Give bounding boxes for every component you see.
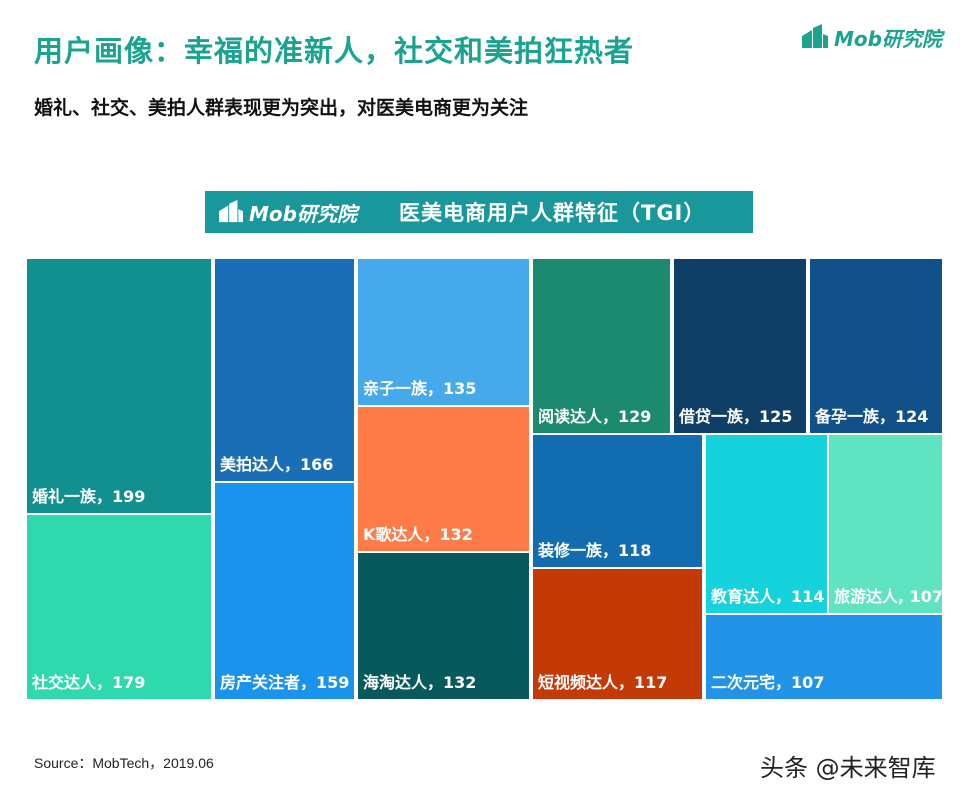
treemap-cell-label: 教育达人，114 (711, 587, 824, 606)
treemap-cell-label: 阅读达人，129 (538, 407, 651, 426)
treemap-cell-label: 房产关注者，159 (220, 673, 349, 692)
treemap-cell-label: 旅游达人, 107 (834, 587, 943, 606)
treemap-cell (531, 433, 704, 569)
treemap-cell-label: 婚礼一族，199 (32, 487, 145, 506)
treemap-cell (672, 257, 808, 435)
banner-logo: Mob研究院 (217, 198, 387, 227)
treemap-cell-label: 借贷一族，125 (678, 407, 792, 426)
treemap-cell (827, 433, 944, 615)
treemap-cell-label: K歌达人，132 (363, 525, 473, 544)
treemap-cell (704, 433, 829, 615)
treemap-cell-label: 海淘达人，132 (363, 673, 476, 692)
treemap-cell (808, 257, 944, 435)
treemap-cell (531, 567, 704, 701)
treemap-cell (704, 613, 944, 701)
treemap-cell (356, 551, 531, 701)
building-icon (802, 24, 828, 48)
treemap-cell (356, 405, 531, 553)
page-subtitle: 婚礼、社交、美拍人群表现更为突出，对医美电商更为关注 (34, 97, 529, 119)
banner-brand-name: Mob研究院 (249, 201, 357, 226)
chart-banner: Mob研究院 医美电商用户人群特征（TGI） (205, 191, 753, 233)
treemap-cell-label: 亲子一族，135 (363, 379, 476, 398)
treemap-cell-label: 二次元宅，107 (711, 673, 824, 692)
treemap-cell (356, 257, 531, 407)
treemap-cell-label: 美拍达人，166 (220, 455, 333, 474)
treemap-cell-label: 短视频达人，117 (538, 673, 667, 692)
treemap-cell (213, 257, 356, 483)
treemap-cell-label: 社交达人，179 (31, 673, 145, 692)
brand-logo: Mob研究院 (800, 20, 942, 54)
source-note: Source：MobTech，2019.06 (34, 755, 214, 771)
chart-title: 医美电商用户人群特征（TGI） (399, 201, 706, 225)
treemap-cell (25, 513, 213, 701)
page-title: 用户画像：幸福的准新人，社交和美拍狂热者 (34, 34, 635, 68)
watermark: 头条 @未来智库 (760, 754, 936, 782)
treemap-cell-label: 装修一族，118 (537, 541, 651, 560)
treemap-cell (531, 257, 672, 435)
building-icon (219, 200, 243, 223)
treemap-cell (25, 257, 213, 515)
brand-name: Mob研究院 (834, 26, 942, 51)
treemap-cell (213, 481, 356, 701)
treemap-cell-label: 备孕一族，124 (814, 407, 928, 426)
